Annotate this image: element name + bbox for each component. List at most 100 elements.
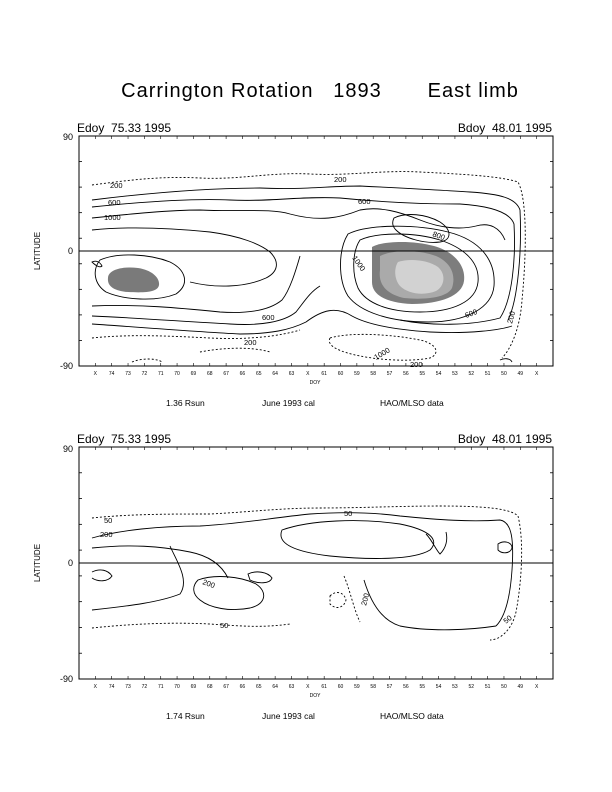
panel-1-contour-band-low [91,255,301,313]
x-tick-label: 65 [256,371,262,377]
panel-2-contour-right-ring [497,541,513,554]
panel-1-right-header: Bdoy 48.01 1995 [458,121,552,135]
panel-1-contour-outer-b [91,329,301,339]
panel-1: Edoy 75.33 1995 Bdoy 48.01 1995 [33,121,554,408]
panel-1-contour-bottom-edge [131,358,163,363]
panel-1-contour-label: 200 [334,175,347,184]
panel-1-contour-1000-top [91,208,506,241]
panel-1-caption-cal: June 1993 cal [262,398,315,408]
x-tick-label: 50 [501,371,507,377]
panel-2-contour-label: 50 [104,516,112,525]
x-tick-label: 72 [142,371,148,377]
x-tick-label: 59 [354,371,360,377]
x-tick-label: 58 [370,684,376,690]
panel-1-ytick-m90: -90 [60,361,73,371]
x-tick-label: 55 [419,371,425,377]
x-tick-label: 72 [142,684,148,690]
panel-2-contour-upper-band [91,545,229,579]
panel-2-contour-50-top [91,505,523,641]
x-tick-label: 58 [370,371,376,377]
x-tick-label: 68 [207,371,213,377]
x-tick-label: 63 [289,684,295,690]
panel-2-caption-source: HAO/MLSO data [380,711,444,721]
panel-1-contour-200-lower-ring [328,333,437,361]
x-tick-label: 54 [436,371,442,377]
x-tick-label: 73 [125,371,131,377]
panel-2-right-header: Bdoy 48.01 1995 [458,432,552,446]
panel-2-ytick-m90: -90 [60,674,73,684]
panel-2-y-ticks [79,446,553,680]
panel-2: Edoy 75.33 1995 Bdoy 48.01 1995 50 200 5… [33,432,554,721]
panel-2-contour-200-ring-top [280,520,435,559]
panel-1-contours [91,171,526,363]
panel-2-contour-200-ring-small [247,571,273,584]
panel-2-contour-200-top [91,512,514,627]
panel-1-contour-600-ring [340,225,495,323]
panel-1-contour-label: 800 [431,229,446,242]
panel-1-contour-label: 600 [108,198,121,207]
panel-1-y-ticks [79,135,553,367]
panel-1-contour-label: 200 [110,181,123,190]
panel-1-caption-radius: 1.36 Rsun [166,398,205,408]
panel-1-contour-label: 600 [262,313,275,322]
panel-2-contour-200-right [363,579,497,631]
panel-1-contour-outer [91,171,526,359]
panel-2-ytick-90: 90 [63,444,73,454]
panel-1-contour-600-top [91,197,515,325]
x-tick-label: X [535,684,539,690]
x-tick-label: 67 [223,371,229,377]
panel-1-contour-dip [91,260,103,268]
x-tick-label: 69 [191,371,197,377]
x-tick-label: 64 [272,371,278,377]
panel-2-contour-label: 200 [100,530,113,539]
panel-1-ylabel: LATITUDE [33,232,42,270]
panel-2-contour-mid-dotted [343,575,361,623]
panel-1-contour-label: 1000 [104,213,121,222]
x-tick-label: 61 [321,371,327,377]
panel-1-shading [107,241,465,304]
x-tick-label: 56 [403,371,409,377]
panel-2-ylabel: LATITUDE [33,544,42,582]
x-tick-label: 70 [174,371,180,377]
panel-1-ytick-90: 90 [63,132,73,142]
x-tick-label: 56 [403,684,409,690]
panel-2-contour-50-bottom [91,622,291,629]
panel-2-caption-cal: June 1993 cal [262,711,315,721]
panel-1-ytick-0: 0 [68,246,73,256]
panel-2-caption-radius: 1.74 Rsun [166,711,205,721]
x-tick-label: 66 [240,371,246,377]
panel-2-contour-label: 50 [220,621,228,630]
x-tick-label: 50 [501,684,507,690]
panel-1-contour-label: 600 [358,197,371,206]
panel-1-left-header: Edoy 75.33 1995 [77,121,171,135]
panel-1-xlabel: DOY [310,380,322,386]
x-tick-label: 60 [338,371,344,377]
x-tick-label: 49 [518,371,524,377]
panel-2-x-ticks: X 74 73 72 71 70 69 68 67 66 65 64 63 X 61 60 59 58 57 56 55… [94,447,539,690]
x-tick-label: 68 [207,684,213,690]
x-tick-label: 51 [485,684,491,690]
panel-1-shade-left [107,267,160,293]
x-tick-label: 65 [256,684,262,690]
x-tick-label: 52 [468,684,474,690]
panel-2-left-header: Edoy 75.33 1995 [77,432,171,446]
panel-1-shade-inner [395,259,444,294]
x-tick-label: 71 [158,371,164,377]
panel-1-x-ticks: X 74 73 72 71 70 69 68 67 66 65 64 63 X 61 60 59 58 57 56 55… [94,136,539,377]
panel-1-contour-label: 1000 [350,254,367,273]
panel-1-contour-label: 200 [505,310,517,324]
panel-1-contour-br [499,358,513,363]
x-tick-label: 54 [436,684,442,690]
panel-1-contour-label: 200 [410,360,423,369]
panel-2-contour-label: 50 [344,509,352,518]
panel-2-contour-label: 200 [201,577,216,590]
panel-2-contour-label: 200 [359,592,371,606]
x-tick-label: 49 [518,684,524,690]
panel-1-contour-200-top [91,185,521,321]
panel-2-contour-200-ring-mid [193,576,265,611]
x-tick-label: 73 [125,684,131,690]
x-tick-label: 71 [158,684,164,690]
x-tick-label: X [94,684,98,690]
panel-2-contour-50-dotted-ring [329,592,347,608]
